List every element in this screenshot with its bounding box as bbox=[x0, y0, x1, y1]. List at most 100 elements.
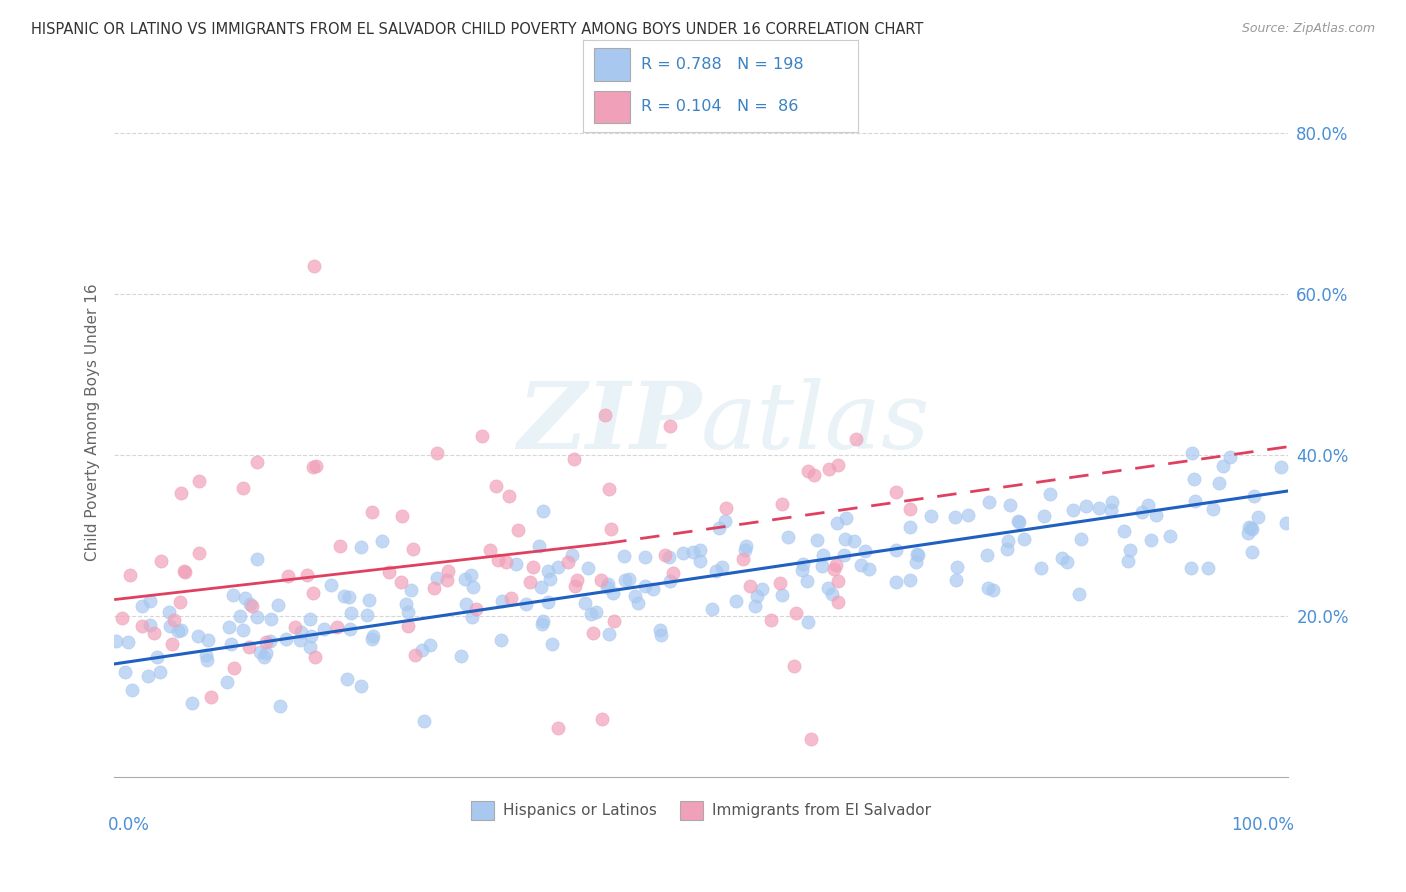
Point bbox=[817, 581, 839, 595]
Point bbox=[356, 607, 378, 622]
Point bbox=[274, 632, 297, 646]
Point bbox=[596, 580, 619, 594]
Point bbox=[1056, 555, 1078, 569]
Point bbox=[738, 579, 761, 593]
Point bbox=[391, 508, 413, 523]
Point bbox=[1039, 487, 1062, 501]
Point bbox=[217, 674, 239, 689]
Point bbox=[530, 580, 553, 594]
Point bbox=[284, 620, 307, 634]
Text: 100.0%: 100.0% bbox=[1230, 815, 1294, 833]
Point bbox=[561, 548, 583, 562]
Point bbox=[547, 722, 569, 736]
Point bbox=[648, 624, 671, 638]
Point bbox=[979, 495, 1001, 509]
Point bbox=[361, 632, 384, 646]
Point bbox=[884, 574, 907, 589]
Point bbox=[419, 638, 441, 652]
Point bbox=[527, 539, 550, 553]
Point bbox=[484, 479, 506, 493]
Point bbox=[884, 485, 907, 500]
Point bbox=[537, 564, 560, 578]
Text: R = 0.788   N = 198: R = 0.788 N = 198 bbox=[641, 57, 804, 72]
Point bbox=[1219, 450, 1241, 464]
Point bbox=[167, 624, 190, 639]
Point bbox=[943, 510, 966, 524]
Point bbox=[332, 589, 354, 603]
Point bbox=[197, 633, 219, 648]
Point bbox=[1212, 459, 1234, 474]
Point bbox=[659, 418, 682, 433]
Point bbox=[120, 567, 142, 582]
Point bbox=[792, 563, 814, 577]
Point bbox=[295, 568, 318, 582]
Point bbox=[269, 698, 291, 713]
Point bbox=[907, 548, 929, 562]
Point bbox=[977, 581, 1000, 595]
Point bbox=[396, 619, 419, 633]
Point bbox=[117, 635, 139, 649]
Point bbox=[797, 615, 820, 629]
Point bbox=[702, 602, 724, 616]
Point bbox=[1101, 494, 1123, 508]
Point bbox=[818, 462, 841, 476]
Point bbox=[219, 637, 242, 651]
Point bbox=[585, 605, 607, 619]
Point bbox=[827, 574, 849, 588]
Point bbox=[633, 579, 655, 593]
Point bbox=[131, 599, 153, 613]
Point bbox=[834, 533, 856, 547]
Point bbox=[426, 445, 449, 459]
Point bbox=[506, 523, 529, 537]
Point bbox=[326, 620, 349, 634]
Point bbox=[170, 486, 193, 500]
Point bbox=[825, 516, 848, 530]
Point bbox=[920, 509, 942, 524]
Point bbox=[299, 612, 322, 626]
Point bbox=[222, 661, 245, 675]
Point bbox=[246, 609, 269, 624]
Point bbox=[603, 614, 626, 628]
Point bbox=[540, 637, 562, 651]
Point bbox=[1063, 503, 1085, 517]
Text: 0.0%: 0.0% bbox=[108, 815, 150, 833]
Point bbox=[139, 618, 162, 632]
Point bbox=[238, 640, 260, 655]
Point bbox=[782, 659, 804, 673]
Point bbox=[222, 588, 245, 602]
Point bbox=[463, 580, 485, 594]
Point bbox=[1146, 508, 1168, 522]
Point bbox=[1202, 501, 1225, 516]
Point bbox=[498, 490, 520, 504]
Point bbox=[411, 642, 433, 657]
Text: Source: ZipAtlas.com: Source: ZipAtlas.com bbox=[1241, 22, 1375, 36]
Point bbox=[797, 464, 820, 478]
Point bbox=[404, 648, 426, 662]
Point bbox=[710, 560, 733, 574]
Point bbox=[624, 589, 647, 603]
Text: atlas: atlas bbox=[702, 377, 931, 467]
Point bbox=[538, 573, 561, 587]
Point bbox=[1198, 560, 1220, 574]
Point bbox=[1074, 500, 1097, 514]
Point bbox=[232, 481, 254, 495]
Point bbox=[299, 640, 322, 654]
Point bbox=[565, 573, 588, 587]
Point bbox=[389, 575, 412, 590]
Point bbox=[654, 548, 676, 562]
Point bbox=[266, 598, 288, 612]
Point bbox=[350, 679, 373, 693]
Point bbox=[845, 433, 868, 447]
Point bbox=[734, 542, 756, 557]
Point bbox=[464, 602, 486, 616]
Point bbox=[471, 429, 494, 443]
Legend: Hispanics or Latinos, Immigrants from El Salvador: Hispanics or Latinos, Immigrants from El… bbox=[465, 795, 938, 826]
Point bbox=[491, 632, 513, 647]
Point bbox=[246, 552, 269, 566]
Point bbox=[111, 611, 134, 625]
Point bbox=[1119, 543, 1142, 558]
Point bbox=[337, 590, 360, 604]
Point bbox=[163, 613, 186, 627]
Point bbox=[602, 586, 624, 600]
Point bbox=[945, 559, 967, 574]
